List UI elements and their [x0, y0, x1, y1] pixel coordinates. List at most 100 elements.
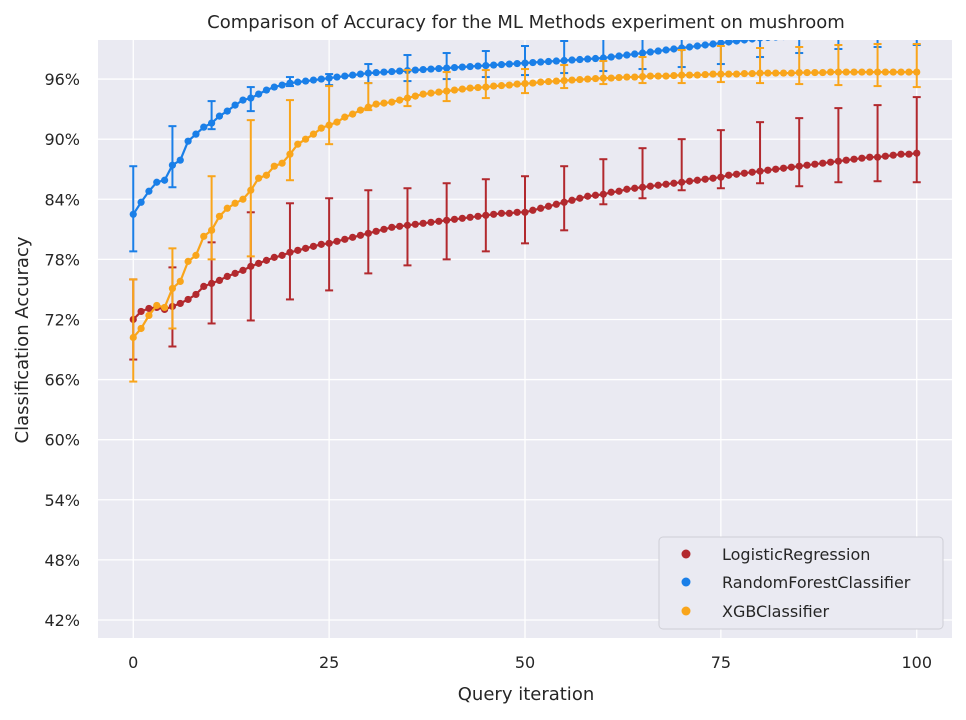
- data-point-xgbclassifier: [591, 74, 600, 83]
- data-point-randomforestclassifier: [137, 198, 145, 206]
- data-point-xgbclassifier: [866, 68, 874, 76]
- data-point-logisticregression: [372, 227, 380, 235]
- data-point-randomforestclassifier: [709, 40, 717, 48]
- data-point-logisticregression: [905, 150, 913, 158]
- data-point-logisticregression: [631, 184, 639, 192]
- data-point-randomforestclassifier: [184, 137, 192, 145]
- data-point-xgbclassifier: [223, 204, 231, 212]
- data-point-xgbclassifier: [215, 212, 224, 220]
- data-point-logisticregression: [764, 166, 772, 174]
- data-point-xgbclassifier: [631, 73, 639, 81]
- data-point-randomforestclassifier: [782, 40, 785, 41]
- data-point-logisticregression: [568, 196, 576, 204]
- legend-label-xgbclassifier: XGBClassifier: [722, 602, 830, 621]
- data-point-logisticregression: [772, 165, 780, 173]
- data-point-randomforestclassifier: [380, 68, 388, 76]
- y-tick-label: 66%: [44, 371, 80, 390]
- data-point-xgbclassifier: [278, 159, 286, 167]
- data-point-xgbclassifier: [850, 68, 858, 76]
- data-point-randomforestclassifier: [294, 78, 302, 86]
- data-point-logisticregression: [262, 256, 271, 264]
- data-point-randomforestclassifier: [662, 46, 670, 54]
- data-point-logisticregression: [576, 194, 584, 202]
- data-point-randomforestclassifier: [458, 63, 466, 71]
- x-tick-labels: 0 25 50 75 100: [128, 653, 932, 672]
- data-point-randomforestclassifier: [286, 79, 294, 87]
- data-point-xgbclassifier: [129, 333, 137, 342]
- data-point-logisticregression: [137, 307, 145, 316]
- data-point-xgbclassifier: [897, 68, 905, 76]
- data-point-randomforestclassifier: [450, 63, 459, 72]
- data-point-randomforestclassifier: [513, 59, 521, 68]
- data-point-xgbclassifier: [450, 86, 459, 94]
- data-point-logisticregression: [717, 173, 725, 181]
- data-point-logisticregression: [819, 159, 827, 167]
- data-point-xgbclassifier: [403, 94, 412, 102]
- data-point-logisticregression: [396, 222, 404, 230]
- data-point-xgbclassifier: [208, 226, 216, 234]
- data-point-randomforestclassifier: [349, 71, 357, 79]
- data-point-logisticregression: [779, 164, 788, 172]
- data-point-randomforestclassifier: [325, 74, 333, 82]
- data-point-logisticregression: [411, 220, 419, 228]
- data-point-logisticregression: [145, 304, 153, 313]
- data-point-xgbclassifier: [466, 84, 474, 92]
- data-point-xgbclassifier: [811, 68, 819, 77]
- data-point-logisticregression: [803, 161, 811, 169]
- legend-label-logisticregression: LogisticRegression: [722, 545, 870, 564]
- data-point-randomforestclassifier: [615, 52, 623, 60]
- data-point-xgbclassifier: [678, 71, 686, 79]
- data-point-xgbclassifier: [192, 251, 200, 259]
- data-point-logisticregression: [842, 156, 850, 164]
- data-point-randomforestclassifier: [497, 60, 506, 69]
- data-point-xgbclassifier: [153, 301, 161, 310]
- data-point-logisticregression: [889, 151, 897, 159]
- data-point-logisticregression: [356, 231, 365, 239]
- data-point-xgbclassifier: [905, 68, 913, 76]
- data-point-logisticregression: [795, 162, 803, 170]
- data-point-xgbclassifier: [670, 71, 678, 80]
- data-point-randomforestclassifier: [897, 28, 904, 35]
- data-point-randomforestclassifier: [317, 75, 325, 83]
- data-point-randomforestclassifier: [341, 72, 349, 80]
- data-point-logisticregression: [544, 202, 553, 210]
- data-point-logisticregression: [427, 218, 435, 226]
- y-tick-label: 96%: [44, 70, 80, 89]
- series-xgbclassifier: [129, 43, 921, 383]
- data-point-logisticregression: [654, 181, 662, 189]
- data-point-xgbclassifier: [615, 73, 623, 82]
- data-point-xgbclassifier: [419, 90, 427, 98]
- data-point-xgbclassifier: [764, 69, 772, 77]
- data-point-xgbclassifier: [693, 71, 701, 79]
- legend-box: [658, 536, 944, 630]
- data-point-logisticregression: [349, 233, 357, 241]
- data-point-logisticregression: [435, 217, 443, 225]
- data-point-logisticregression: [270, 253, 278, 261]
- data-point-logisticregression: [317, 240, 325, 248]
- data-point-logisticregression: [913, 149, 921, 157]
- data-point-randomforestclassifier: [482, 61, 490, 70]
- data-point-randomforestclassifier: [200, 123, 208, 131]
- data-point-randomforestclassifier: [278, 81, 286, 89]
- data-point-xgbclassifier: [709, 70, 717, 78]
- data-point-randomforestclassifier: [591, 54, 600, 63]
- legend-marker-randomforestclassifier: [681, 577, 691, 587]
- data-point-logisticregression: [881, 152, 890, 160]
- data-point-xgbclassifier: [646, 72, 654, 80]
- data-point-xgbclassifier: [513, 80, 521, 88]
- data-point-xgbclassifier: [537, 78, 545, 86]
- data-point-logisticregression: [834, 157, 842, 165]
- data-point-logisticregression: [419, 219, 427, 227]
- data-point-randomforestclassifier: [145, 187, 153, 195]
- data-point-xgbclassifier: [889, 68, 897, 76]
- x-tick-label: 50: [515, 653, 535, 672]
- data-point-logisticregression: [215, 276, 224, 285]
- data-point-randomforestclassifier: [773, 40, 778, 41]
- data-point-logisticregression: [208, 279, 216, 288]
- data-point-xgbclassifier: [779, 69, 788, 77]
- x-tick-label: 75: [711, 653, 731, 672]
- data-point-randomforestclassifier: [505, 60, 513, 68]
- data-point-logisticregression: [341, 235, 349, 243]
- data-point-randomforestclassifier: [631, 50, 639, 58]
